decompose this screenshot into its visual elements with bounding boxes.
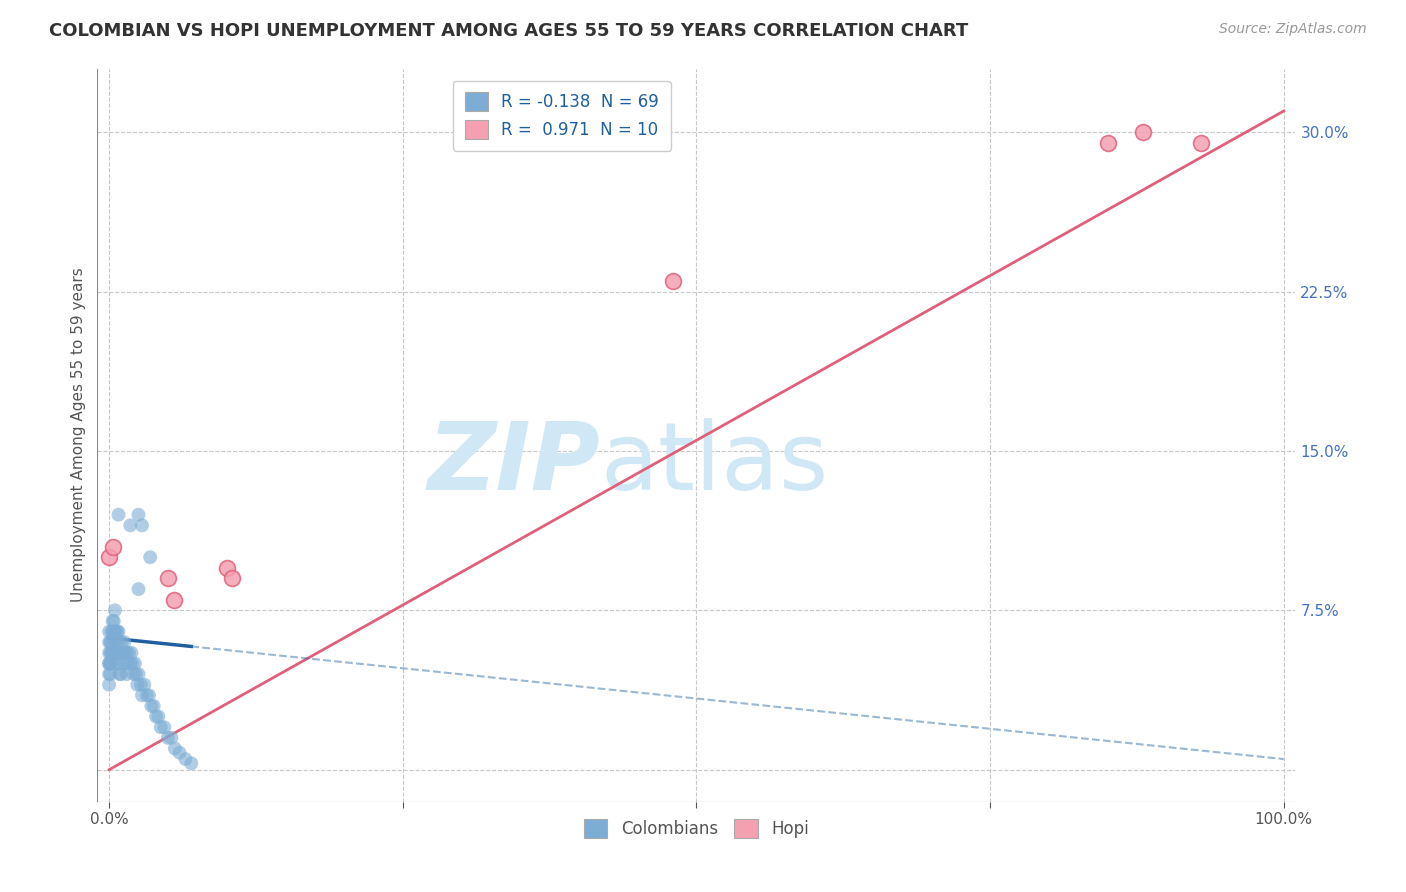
Text: ZIP: ZIP — [427, 418, 600, 510]
Point — [101, 614, 124, 628]
Point — [107, 635, 129, 649]
Point — [1132, 125, 1154, 139]
Point — [115, 667, 138, 681]
Point — [127, 678, 149, 692]
Point — [107, 657, 129, 671]
Point — [111, 635, 134, 649]
Point — [1097, 136, 1119, 150]
Point — [98, 657, 121, 671]
Text: Source: ZipAtlas.com: Source: ZipAtlas.com — [1219, 22, 1367, 37]
Point — [117, 657, 139, 671]
Point — [105, 657, 128, 671]
Point — [108, 667, 131, 681]
Point — [141, 698, 163, 713]
Point — [142, 698, 165, 713]
Point — [174, 752, 197, 766]
Point — [163, 592, 186, 607]
Point — [101, 540, 124, 554]
Point — [104, 603, 127, 617]
Point — [121, 657, 143, 671]
Legend: Colombians, Hopi: Colombians, Hopi — [578, 812, 815, 845]
Point — [122, 667, 145, 681]
Point — [135, 689, 157, 703]
Point — [98, 635, 121, 649]
Point — [149, 720, 172, 734]
Point — [156, 731, 179, 745]
Point — [112, 657, 135, 671]
Point — [100, 635, 122, 649]
Point — [120, 518, 142, 533]
Point — [98, 624, 121, 639]
Point — [103, 624, 125, 639]
Point — [101, 646, 124, 660]
Point — [127, 667, 149, 681]
Point — [1191, 136, 1213, 150]
Point — [104, 624, 127, 639]
Point — [156, 572, 179, 586]
Point — [120, 646, 142, 660]
Point — [180, 756, 202, 771]
Point — [98, 657, 121, 671]
Point — [110, 646, 132, 660]
Point — [127, 582, 149, 596]
Point — [98, 667, 121, 681]
Point — [103, 646, 125, 660]
Point — [169, 746, 191, 760]
Point — [103, 614, 125, 628]
Point — [134, 678, 156, 692]
Point — [98, 646, 121, 660]
Point — [221, 572, 243, 586]
Point — [139, 550, 162, 565]
Point — [105, 624, 128, 639]
Point — [112, 635, 135, 649]
Point — [112, 646, 135, 660]
Point — [118, 646, 141, 660]
Point — [131, 518, 153, 533]
Point — [131, 689, 153, 703]
Point — [662, 274, 685, 288]
Point — [115, 646, 138, 660]
Point — [110, 667, 132, 681]
Point — [104, 646, 127, 660]
Point — [124, 657, 146, 671]
Point — [100, 646, 122, 660]
Point — [100, 657, 122, 671]
Point — [145, 709, 167, 723]
Point — [98, 657, 121, 671]
Point — [125, 667, 148, 681]
Point — [215, 561, 238, 575]
Point — [163, 741, 186, 756]
Point — [105, 624, 128, 639]
Point — [100, 624, 122, 639]
Point — [153, 720, 176, 734]
Point — [114, 646, 136, 660]
Point — [105, 635, 128, 649]
Point — [148, 709, 170, 723]
Point — [98, 678, 121, 692]
Point — [101, 624, 124, 639]
Point — [108, 646, 131, 660]
Point — [98, 550, 121, 565]
Point — [129, 678, 152, 692]
Text: atlas: atlas — [600, 418, 828, 510]
Point — [105, 646, 128, 660]
Point — [120, 657, 142, 671]
Text: COLOMBIAN VS HOPI UNEMPLOYMENT AMONG AGES 55 TO 59 YEARS CORRELATION CHART: COLOMBIAN VS HOPI UNEMPLOYMENT AMONG AGE… — [49, 22, 969, 40]
Point — [98, 667, 121, 681]
Point — [127, 508, 149, 522]
Point — [98, 635, 121, 649]
Point — [138, 689, 160, 703]
Point — [107, 624, 129, 639]
Point — [107, 508, 129, 522]
Point — [160, 731, 183, 745]
Y-axis label: Unemployment Among Ages 55 to 59 years: Unemployment Among Ages 55 to 59 years — [72, 268, 86, 602]
Point — [98, 646, 121, 660]
